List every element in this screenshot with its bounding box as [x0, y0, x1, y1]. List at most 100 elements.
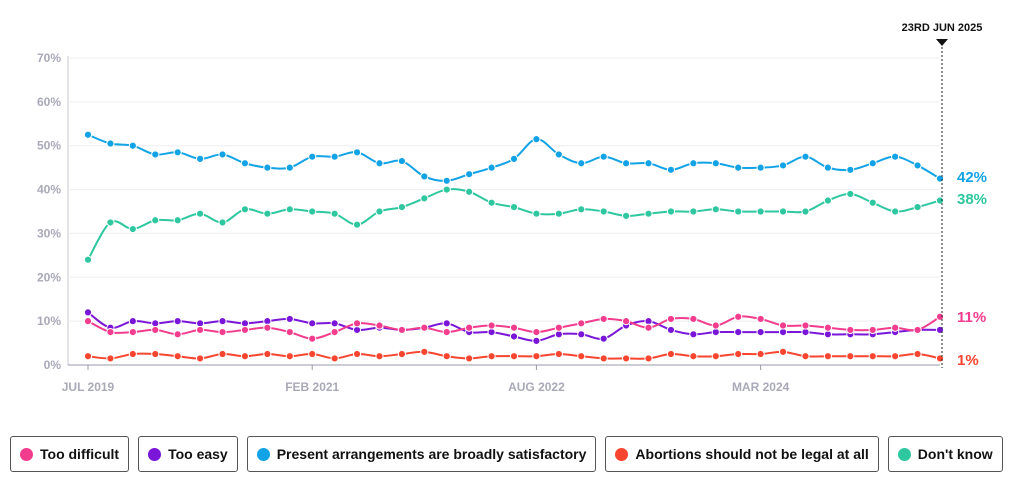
data-point [397, 156, 406, 166]
data-point [891, 352, 900, 361]
line-chart: 0% 10% 20% 30% 40% 50% 60% 70% JUL 2019 FEB 2021… [37, 22, 987, 394]
data-point [532, 352, 541, 361]
data-point [352, 148, 362, 157]
data-point [83, 352, 93, 361]
data-point [756, 163, 765, 172]
data-point [823, 352, 832, 361]
legend-item-dont-know[interactable]: Don't know [887, 436, 1003, 472]
data-point [913, 325, 922, 335]
end-labels: 42% 38% 11% 1% [957, 169, 987, 369]
data-point [240, 159, 250, 168]
data-point [846, 352, 855, 361]
data-point [935, 196, 945, 205]
data-point [128, 317, 137, 326]
data-point [397, 203, 406, 212]
data-point [846, 325, 855, 335]
data-point [823, 323, 832, 332]
data-point [263, 349, 272, 359]
y-tick-label: 40% [37, 183, 61, 197]
data-point [577, 330, 586, 339]
legend-item-present-arrangements[interactable]: Present arrangements are broadly satisfa… [246, 436, 597, 472]
data-point [891, 323, 900, 332]
data-point [330, 354, 339, 363]
data-point [577, 352, 586, 361]
data-point [397, 349, 406, 359]
data-point [106, 328, 115, 337]
data-point [509, 332, 519, 341]
data-point [218, 150, 227, 159]
data-point [935, 354, 945, 363]
data-point [442, 185, 451, 194]
data-point [308, 319, 317, 328]
data-point [375, 321, 384, 330]
y-tick-label: 30% [37, 226, 61, 240]
series-3 [83, 312, 945, 343]
x-tick-label: FEB 2021 [285, 380, 339, 394]
data-point [509, 352, 519, 361]
data-point [352, 319, 362, 328]
data-point [846, 165, 855, 174]
data-point [577, 319, 586, 328]
data-point [263, 163, 272, 172]
data-point [106, 139, 115, 148]
data-point [375, 159, 384, 168]
data-point [420, 194, 429, 203]
legend-label: Too difficult [40, 446, 120, 462]
date-marker: 23RD JUN 2025 [902, 22, 983, 368]
data-point [83, 308, 93, 317]
data-point [599, 152, 608, 161]
data-point [128, 141, 137, 150]
date-marker-label: 23RD JUN 2025 [902, 22, 983, 34]
data-point [285, 205, 294, 214]
data-point [577, 205, 586, 214]
data-point [554, 209, 563, 218]
data-point [330, 209, 339, 218]
data-point [442, 352, 451, 361]
legend-dot-icon [148, 447, 162, 461]
data-point [420, 172, 429, 181]
data-point [465, 170, 474, 179]
data-point [465, 187, 474, 196]
data-point [330, 152, 339, 161]
data-point [711, 159, 720, 168]
data-point [151, 349, 160, 359]
data-point [599, 334, 608, 343]
data-point [756, 328, 765, 337]
data-point [509, 203, 519, 212]
data-point [218, 218, 227, 227]
data-point [173, 216, 182, 225]
data-point [196, 154, 205, 163]
data-point [711, 352, 720, 361]
data-point [801, 352, 810, 361]
y-tick-label: 50% [37, 139, 61, 153]
series-1 [83, 185, 945, 264]
legend-label: Too easy [168, 446, 228, 462]
y-tick-label: 10% [37, 314, 61, 328]
data-point [465, 354, 474, 363]
data-point [801, 207, 810, 216]
series-0 [83, 130, 945, 185]
data-point [711, 321, 720, 330]
data-point [375, 352, 384, 361]
data-point [487, 321, 496, 330]
data-point [689, 330, 698, 339]
end-label: 11% [957, 309, 986, 326]
legend-item-not-legal[interactable]: Abortions should not be legal at all [605, 436, 879, 472]
data-point [240, 352, 250, 361]
data-point [666, 314, 676, 324]
data-point [734, 349, 743, 359]
data-point [308, 334, 317, 343]
data-point [801, 321, 810, 330]
data-point [465, 323, 474, 332]
legend: Too difficult Too easy Present arrangeme… [10, 436, 1003, 472]
data-point [891, 152, 900, 161]
legend-item-too-difficult[interactable]: Too difficult [10, 436, 130, 472]
data-point [554, 150, 563, 159]
data-point [83, 130, 93, 139]
legend-item-too-easy[interactable]: Too easy [138, 436, 238, 472]
data-point [196, 325, 205, 335]
data-point [196, 354, 205, 363]
data-point [734, 207, 743, 216]
data-point [83, 317, 93, 326]
data-point [106, 354, 115, 363]
